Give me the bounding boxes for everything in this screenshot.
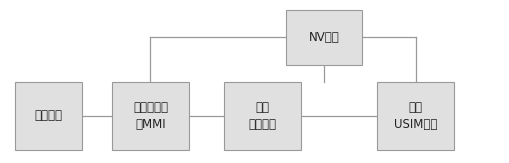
FancyBboxPatch shape	[112, 82, 188, 150]
Text: 终端
被测模块: 终端 被测模块	[248, 101, 276, 131]
FancyBboxPatch shape	[15, 82, 81, 150]
FancyBboxPatch shape	[285, 10, 361, 65]
Text: 模拟
USIM模块: 模拟 USIM模块	[393, 101, 437, 131]
Text: NV模块: NV模块	[308, 31, 338, 44]
Text: 测试系统: 测试系统	[35, 109, 62, 122]
Text: 人机交互界
面MMI: 人机交互界 面MMI	[133, 101, 167, 131]
FancyBboxPatch shape	[377, 82, 453, 150]
FancyBboxPatch shape	[224, 82, 300, 150]
